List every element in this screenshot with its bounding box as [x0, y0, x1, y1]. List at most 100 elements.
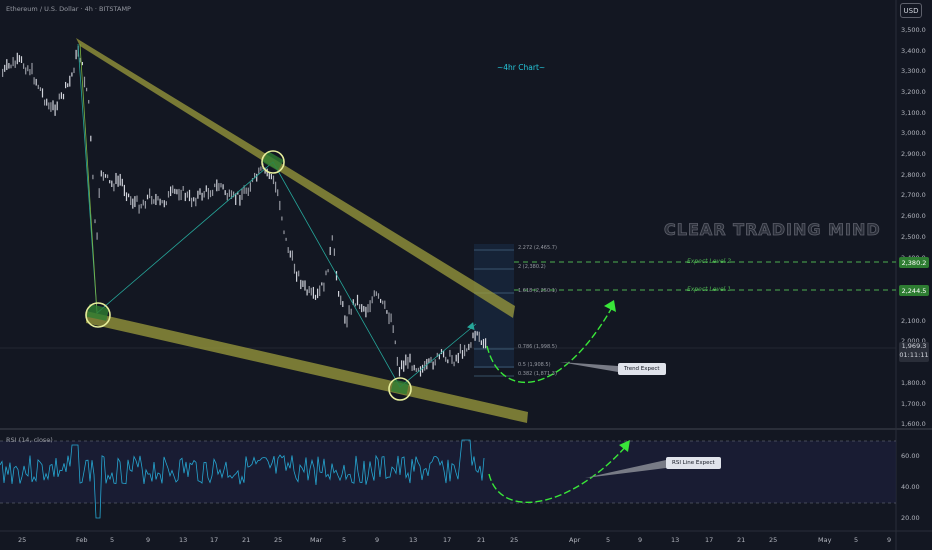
fib-label: 2.272 (2,465.7) — [518, 245, 557, 251]
candle — [157, 196, 159, 201]
candle — [438, 353, 440, 360]
pivot-circle-2 — [261, 150, 285, 174]
time-tick: 17 — [705, 536, 714, 544]
price-tick: 2,500.0 — [901, 233, 926, 241]
candle — [153, 199, 155, 204]
time-tick: Apr — [569, 536, 581, 544]
wave-projection[interactable] — [77, 43, 477, 388]
candle — [310, 287, 312, 296]
time-tick: 9 — [887, 536, 892, 544]
price-tick: 3,200.0 — [901, 88, 926, 96]
candle — [27, 65, 29, 72]
candle — [367, 304, 369, 313]
candle — [440, 349, 443, 355]
candle — [23, 63, 25, 69]
time-tick: 21 — [242, 536, 251, 544]
candle — [359, 304, 361, 310]
candle — [468, 343, 470, 350]
candle — [417, 367, 419, 373]
trend-expect-arrowhead — [604, 300, 616, 312]
candle — [226, 192, 228, 201]
candle — [58, 93, 60, 100]
candle — [107, 174, 109, 179]
candle — [176, 189, 178, 195]
candle — [476, 331, 478, 336]
lower-wedge-line[interactable] — [86, 311, 528, 423]
candle — [144, 200, 146, 209]
candle — [270, 174, 272, 180]
upper-wedge-line[interactable] — [76, 38, 515, 318]
candle — [4, 64, 6, 72]
price-tick: 1,700.0 — [901, 400, 926, 408]
candle — [384, 300, 386, 309]
candle — [430, 356, 432, 363]
candle — [237, 191, 239, 195]
rsi-expect-curve[interactable] — [488, 443, 629, 504]
candle — [405, 354, 407, 366]
candle — [201, 192, 203, 201]
candle — [56, 101, 58, 111]
candle — [283, 230, 285, 235]
price-tick: 3,500.0 — [901, 26, 926, 34]
candle — [130, 196, 132, 206]
trend-expect-curve[interactable] — [486, 303, 615, 384]
candle — [216, 179, 218, 192]
candle — [12, 57, 14, 67]
candle — [228, 189, 230, 197]
candle — [394, 340, 396, 345]
candle — [102, 171, 104, 181]
rsi-tick: 40.00 — [901, 483, 920, 491]
candle — [123, 184, 125, 197]
currency-button[interactable]: USD — [900, 3, 922, 18]
candle — [478, 331, 480, 342]
rsi-title[interactable]: RSI (14, close) — [6, 436, 53, 444]
candle — [373, 290, 375, 297]
rsi-expect-note[interactable]: RSI Line Expect — [666, 457, 721, 469]
candle — [8, 63, 10, 69]
candle — [356, 294, 359, 306]
candle — [230, 190, 233, 199]
price-tick: 3,300.0 — [901, 67, 926, 75]
current-price: 1,969.3 — [901, 342, 927, 350]
candle — [92, 174, 94, 180]
candle — [241, 188, 243, 200]
fib-label: 0.5 (1,908.5) — [518, 362, 551, 368]
rsi-expect-arrowhead — [619, 440, 630, 452]
trend-expect-note[interactable]: Trend Expect — [618, 363, 666, 375]
time-tick: 21 — [477, 536, 486, 544]
price-tick: 2,100.0 — [901, 317, 926, 325]
candle — [186, 191, 188, 198]
candle — [178, 188, 180, 201]
candle — [31, 62, 33, 75]
candle — [10, 64, 12, 69]
candle — [39, 87, 41, 92]
candle — [182, 186, 184, 191]
candle — [443, 350, 445, 358]
candle — [361, 304, 363, 313]
candle — [94, 219, 96, 224]
expect-level-2-price: 2,380.2 — [899, 257, 929, 268]
trend-note-pointer — [560, 362, 618, 372]
candle — [239, 194, 241, 206]
candle — [212, 189, 214, 196]
candle — [195, 197, 197, 207]
candle — [291, 250, 293, 261]
candle — [209, 190, 212, 198]
candle — [167, 191, 170, 198]
symbol-header[interactable]: Ethereum / U.S. Dollar · 4h · BITSTAMP — [6, 5, 131, 13]
candle — [149, 188, 151, 199]
candle — [235, 193, 237, 205]
candle — [44, 99, 46, 106]
candle — [314, 294, 317, 300]
candle — [155, 193, 157, 205]
candle — [16, 52, 18, 65]
candle — [136, 195, 138, 202]
price-tick: 2,600.0 — [901, 212, 926, 220]
time-tick: 25 — [769, 536, 778, 544]
candle — [344, 315, 346, 324]
candle — [272, 175, 275, 185]
candle — [428, 358, 430, 364]
candle — [459, 343, 461, 354]
candle — [300, 279, 302, 290]
